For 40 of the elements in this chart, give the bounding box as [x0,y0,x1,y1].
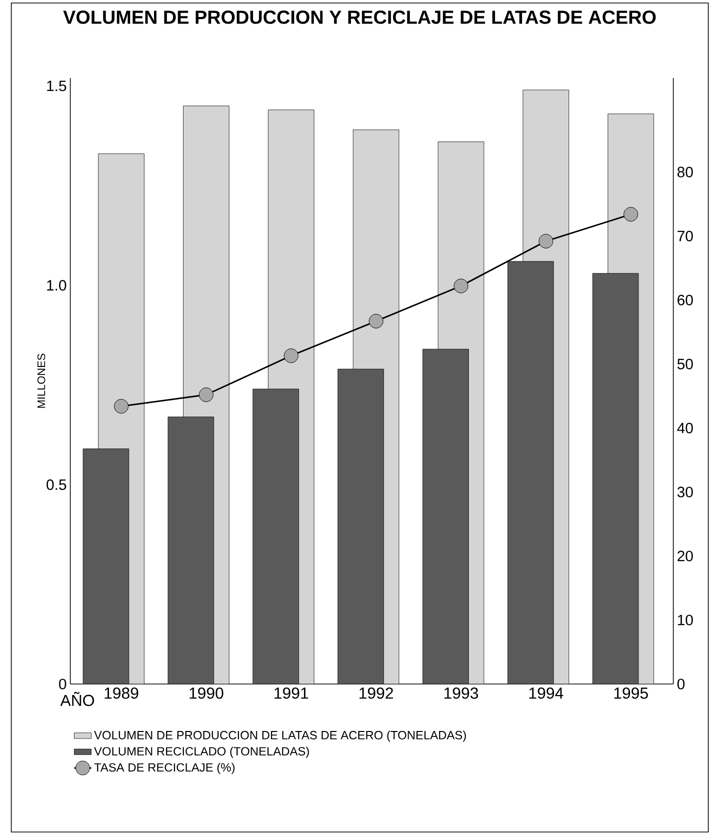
y2-tick-label: 30 [677,486,693,498]
y-tick-label: 1.5 [47,80,66,92]
y2-tick-label: 80 [677,166,693,178]
y-axis-title: MILLONES [37,354,46,408]
point [623,207,638,222]
bar [337,368,384,684]
y2-tick-label: 20 [677,550,693,562]
x-tick-label: 1993 [444,688,478,699]
legend-label: VOLUMEN RECICLADO (TONELADAS) [94,746,309,758]
y-tick-label: 0 [58,678,66,690]
bar [252,388,299,684]
bar [82,448,129,684]
y-tick-label: 1.0 [47,280,66,291]
text: AÑO [60,692,94,706]
point [114,399,128,414]
point [538,234,554,248]
y2-tick-label: 0 [677,678,684,690]
y-tick-label: 0.5 [46,479,66,490]
point [198,388,214,402]
bar [168,416,214,684]
point [368,314,384,328]
point [284,348,298,363]
bar [592,273,639,684]
x-tick-label: 1991 [274,688,308,699]
y2-tick-label: 10 [678,614,693,626]
legend-label: VOLUMEN DE PRODUCCION DE LATAS DE ACERO (TONELADAS) [94,730,466,742]
y2-tick-label: 40 [677,422,693,434]
x-tick-label: 1994 [529,688,564,699]
y2-tick-label: 50 [677,358,693,370]
legend-label: TASA DE RECICLAJE (%) [94,762,234,774]
bar [422,348,469,684]
x-tick-label: 1995 [614,688,648,699]
x-tick-label: 1992 [359,688,393,699]
chart-title: VOLUMEN DE PRODUCCION Y RECICLAJE DE LATAS DE ACERO [63,10,656,24]
bar [507,261,554,684]
x-tick-label: 1989 [104,688,138,699]
y2-tick-label: 70 [677,230,693,242]
x-tick-label: 1990 [190,688,224,699]
y2-tick-label: 60 [677,294,693,306]
point [454,278,468,294]
